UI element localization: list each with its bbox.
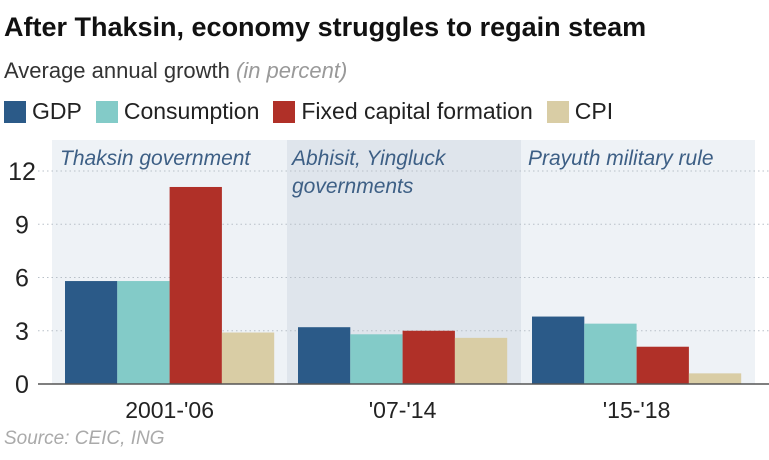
bar-gdp <box>532 316 585 384</box>
source-note: Source: CEIC, ING <box>4 428 165 449</box>
bar-cpi <box>221 332 275 384</box>
x-tick-label: '07-'14 <box>369 397 437 423</box>
y-tick-label: 6 <box>15 265 29 293</box>
bar-cpi <box>454 337 508 384</box>
chart-subtitle: Average annual growth (in percent) <box>4 58 347 84</box>
legend-swatch <box>4 100 26 123</box>
bar-fixed-capital-formation <box>402 330 455 384</box>
chart-title: After Thaksin, economy struggles to rega… <box>4 12 647 42</box>
legend-item: Consumption <box>95 98 260 125</box>
legend-label: GDP <box>32 98 82 124</box>
legend-swatch <box>95 100 118 123</box>
x-tick-label: '15-'18 <box>603 397 671 423</box>
y-tick-label: 0 <box>15 371 29 399</box>
subtitle-unit: (in percent) <box>236 58 348 83</box>
y-tick-label: 9 <box>15 211 29 239</box>
legend-label: Fixed capital formation <box>301 98 533 124</box>
legend-item: CPI <box>546 98 614 125</box>
legend-label: Consumption <box>123 98 260 124</box>
bar-cpi <box>688 373 742 384</box>
panel-label: Prayuth military rule <box>528 147 714 170</box>
subtitle-text: Average annual growth <box>4 58 230 83</box>
bar-consumption <box>584 323 637 384</box>
bar-gdp <box>298 327 351 384</box>
y-tick-label: 3 <box>15 318 29 346</box>
panel-label: Abhisit, Yingluck <box>290 147 447 170</box>
legend-swatch <box>546 100 569 123</box>
legend-item: Fixed capital formation <box>273 98 533 125</box>
x-tick-label: 2001-'06 <box>125 397 214 423</box>
bar-consumption <box>117 281 170 384</box>
bar-fixed-capital-formation <box>636 346 689 384</box>
legend-label: CPI <box>574 98 614 124</box>
y-tick-label: 12 <box>8 158 36 186</box>
legend-swatch <box>273 100 296 123</box>
panel-label: Thaksin government <box>60 147 251 170</box>
bar-gdp <box>65 281 118 384</box>
legend-item: GDP <box>4 98 82 125</box>
legend: GDP Consumption Fixed capital formation CPI <box>4 98 613 125</box>
bar-consumption <box>350 334 403 384</box>
bar-fixed-capital-formation <box>169 186 222 384</box>
panel-label: governments <box>292 175 414 198</box>
